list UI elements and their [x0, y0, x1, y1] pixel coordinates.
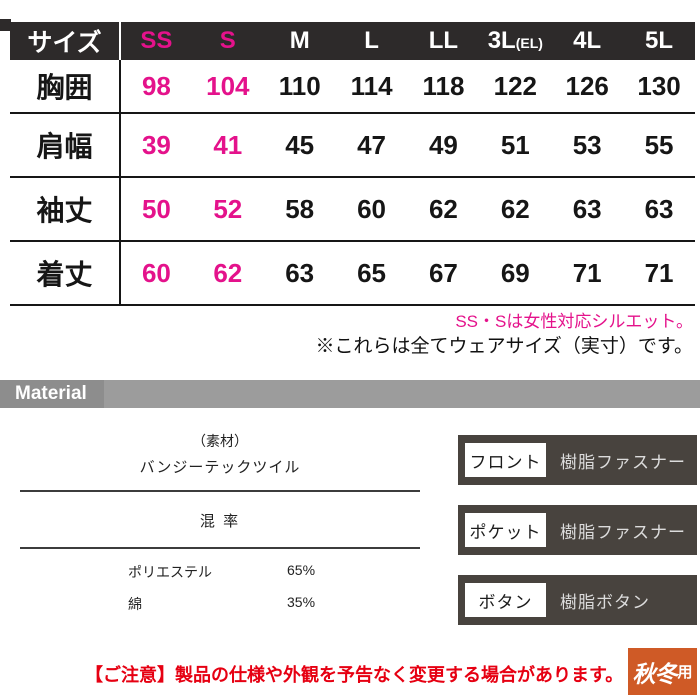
size-cell: 58	[263, 177, 336, 242]
size-cell: 50	[120, 177, 192, 242]
size-table-header-row: サイズ SS S M L LL 3L(EL) 4L 5L	[10, 22, 695, 60]
size-table: サイズ SS S M L LL 3L(EL) 4L 5L 胸囲 98 104 1…	[10, 22, 695, 306]
component-front: フロント 樹脂ファスナー	[458, 435, 697, 485]
component-value-front: 樹脂ファスナー	[560, 452, 686, 472]
divider-line	[20, 547, 420, 549]
header-corner-notch	[0, 19, 11, 31]
size-cell: 126	[551, 60, 624, 114]
size-cell: 52	[191, 177, 264, 242]
col-header-s: S	[191, 22, 264, 60]
col-header-m: M	[263, 22, 336, 60]
component-value-button: 樹脂ボタン	[560, 592, 650, 612]
component-label-button: ボタン	[465, 583, 546, 617]
size-cell: 62	[479, 177, 552, 242]
component-value-pocket: 樹脂ファスナー	[560, 522, 686, 542]
size-cell: 60	[335, 177, 408, 242]
table-row-chest: 胸囲 98 104 110 114 118 122 126 130	[10, 60, 695, 114]
note-actual-size: ※これらは全てウェアサイズ（実寸）です。	[315, 336, 693, 357]
table-row-length: 着丈 60 62 63 65 67 69 71 71	[10, 241, 695, 306]
size-cell: 98	[120, 60, 192, 114]
size-cell: 118	[407, 60, 480, 114]
component-label-front: フロント	[465, 443, 546, 477]
size-cell: 47	[335, 113, 408, 178]
row-label-shoulder: 肩幅	[10, 113, 121, 178]
table-row-sleeve: 袖丈 50 52 58 60 62 62 63 63	[10, 177, 695, 242]
size-cell: 49	[407, 113, 480, 178]
size-cell: 63	[623, 177, 695, 242]
col-header-ss: SS	[120, 22, 192, 60]
size-cell: 63	[551, 177, 624, 242]
material-section-title: Material	[0, 380, 104, 408]
composition-percent-polyester: 65%	[287, 562, 316, 578]
material-info: （素材） バンジーテックツイル 混 率 ポリエステル 65% 綿 35%	[20, 420, 420, 635]
size-cell: 39	[120, 113, 192, 178]
size-header-label: サイズ	[10, 22, 121, 60]
size-cell: 62	[407, 177, 480, 242]
size-cell: 71	[623, 241, 695, 306]
col-header-3l-sub: (EL)	[515, 35, 543, 51]
size-cell: 69	[479, 241, 552, 306]
size-cell: 104	[191, 60, 264, 114]
material-section-bar: Material	[0, 380, 700, 408]
badge-season-text: 秋冬	[632, 660, 677, 687]
size-cell: 114	[335, 60, 408, 114]
size-cell: 41	[191, 113, 264, 178]
row-label-chest: 胸囲	[10, 60, 121, 114]
col-header-l: L	[335, 22, 408, 60]
composition-name-cotton: 綿	[128, 596, 142, 612]
divider-line	[20, 490, 420, 492]
row-label-length: 着丈	[10, 241, 121, 306]
size-cell: 55	[623, 113, 695, 178]
col-header-3l-main: 3L	[487, 27, 516, 54]
material-name: バンジーテックツイル	[139, 459, 301, 476]
component-button: ボタン 樹脂ボタン	[458, 575, 697, 625]
size-notes: SS・Sは女性対応シルエット。 ※これらは全てウェアサイズ（実寸）です。	[315, 312, 693, 358]
table-row-shoulder: 肩幅 39 41 45 47 49 51 53 55	[10, 113, 695, 178]
row-label-sleeve: 袖丈	[10, 177, 121, 242]
note-women-silhouette: SS・Sは女性対応シルエット。	[455, 312, 693, 331]
composition-percent-cotton: 35%	[287, 594, 316, 610]
size-cell: 122	[479, 60, 552, 114]
size-cell: 65	[335, 241, 408, 306]
size-cell: 45	[263, 113, 336, 178]
col-header-4l: 4L	[551, 22, 624, 60]
size-cell: 130	[623, 60, 695, 114]
size-cell: 67	[407, 241, 480, 306]
size-cell: 63	[263, 241, 336, 306]
size-cell: 62	[191, 241, 264, 306]
col-header-5l: 5L	[623, 22, 695, 60]
badge-use-text: 用	[677, 664, 693, 681]
size-cell: 71	[551, 241, 624, 306]
component-list: フロント 樹脂ファスナー ポケット 樹脂ファスナー ボタン 樹脂ボタン	[458, 435, 697, 645]
size-cell: 51	[479, 113, 552, 178]
col-header-3l: 3L(EL)	[479, 22, 552, 60]
material-label: （素材）	[192, 433, 248, 449]
caution-notice: 【ご注意】製品の仕様や外観を予告なく変更する場合があります。	[85, 665, 624, 685]
component-label-pocket: ポケット	[465, 513, 546, 547]
autumn-winter-badge: 秋冬用	[628, 648, 697, 695]
component-pocket: ポケット 樹脂ファスナー	[458, 505, 697, 555]
composition-name-polyester: ポリエステル	[128, 564, 212, 580]
material-ratio-label: 混 率	[199, 513, 241, 530]
col-header-ll: LL	[407, 22, 480, 60]
size-cell: 110	[263, 60, 336, 114]
size-cell: 53	[551, 113, 624, 178]
size-cell: 60	[120, 241, 192, 306]
